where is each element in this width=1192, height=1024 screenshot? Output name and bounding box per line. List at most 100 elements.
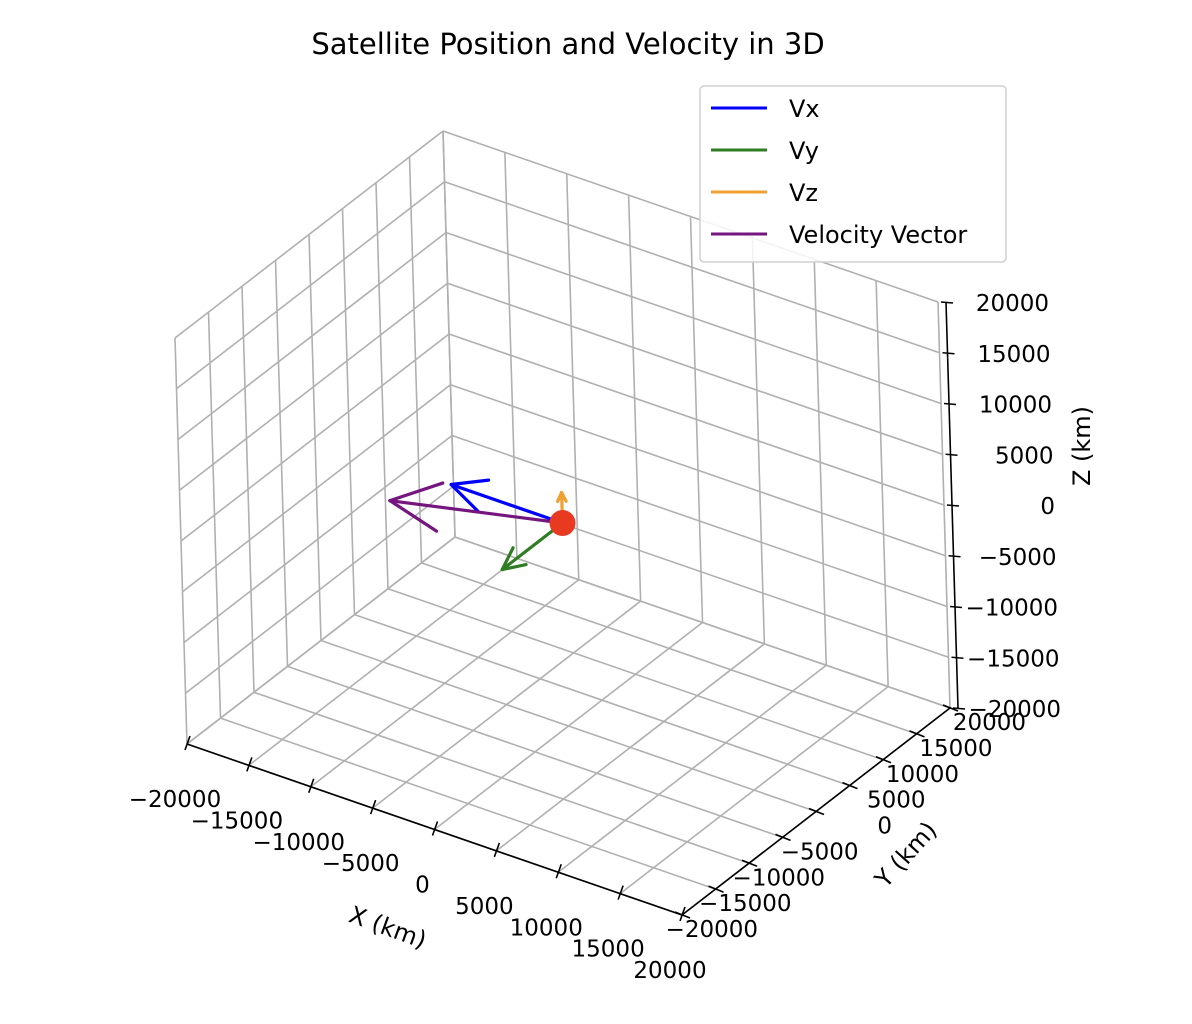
z-tick-label: 15000 (977, 342, 1050, 368)
arrow-vx (449, 478, 565, 525)
y-tick-mark (775, 833, 791, 842)
grid-line (447, 282, 943, 456)
grid-line (444, 180, 940, 354)
y-tick-mark (942, 704, 959, 712)
arrow-head (559, 490, 568, 503)
arrow-head (449, 482, 480, 513)
satellite-marker (549, 510, 576, 536)
x-tick-label: −5000 (322, 851, 400, 877)
grid-line (454, 536, 951, 709)
grid-line (421, 562, 917, 735)
x-tick-mark (555, 863, 563, 879)
x-tick-label: 20000 (633, 958, 706, 984)
z-tick-label: −20000 (969, 697, 1061, 723)
axes: −20000−15000−10000−500005000100001500020… (129, 291, 1061, 984)
legend-label: Vy (789, 137, 819, 165)
grid-line (495, 643, 765, 852)
arrow-head (500, 562, 528, 572)
y-tick-label: 10000 (886, 762, 959, 788)
grid-line (354, 613, 850, 787)
x-tick-mark (431, 821, 439, 836)
legend-label: Velocity Vector (789, 221, 967, 249)
grid-line (813, 259, 828, 666)
grid-line (177, 231, 447, 441)
z-tick-mark (951, 656, 964, 660)
arrow-velocity-vector (388, 481, 565, 533)
arrow-shaft (449, 482, 565, 525)
x-axis-label: X (km) (345, 901, 430, 955)
y-tick-label: −5000 (781, 839, 859, 865)
z-tick-mark (952, 707, 966, 710)
x-tick-label: 0 (415, 873, 430, 899)
x-tick-label: 5000 (455, 894, 514, 920)
arrow-head (388, 499, 439, 533)
y-tick-label: 0 (877, 814, 892, 840)
y-tick-label: −15000 (699, 891, 791, 917)
x-tick-label: 15000 (572, 937, 645, 963)
y-tick-label: −20000 (666, 917, 758, 943)
arrow-shaft (388, 499, 565, 525)
z-axis-label: Z (km) (1068, 406, 1096, 486)
z-tick-label: −10000 (966, 596, 1058, 622)
grid-line (448, 333, 945, 506)
grid-line (408, 156, 423, 563)
x-tick-label: −10000 (253, 830, 345, 856)
y-tick-mark (674, 911, 691, 919)
grid-line (557, 664, 827, 873)
grid-line (320, 639, 817, 813)
grid-line (442, 130, 456, 538)
grid-line (875, 280, 889, 687)
legend-label: Vx (789, 95, 820, 123)
z-tick-label: 20000 (976, 291, 1049, 317)
z-tick-label: 5000 (995, 443, 1054, 469)
x-tick-mark (184, 735, 191, 751)
x-tick-mark (369, 799, 377, 815)
y-tick-mark (741, 859, 758, 867)
z-tick-label: −5000 (979, 545, 1057, 571)
y-tick-label: 15000 (919, 736, 992, 762)
grid-line (387, 587, 884, 761)
y-tick-mark (708, 885, 724, 893)
z-tick-label: 10000 (979, 393, 1052, 419)
y-tick-label: 5000 (867, 788, 926, 814)
grid-line (179, 282, 448, 491)
arrow-head (388, 481, 445, 503)
z-tick-label: 0 (1040, 494, 1055, 520)
grid-line (619, 685, 889, 895)
y-tick-mark (875, 756, 892, 764)
x-tick-label: 10000 (510, 915, 583, 941)
data-marks (388, 478, 576, 572)
y-tick-mark (808, 807, 825, 816)
chart-title: Satellite Position and Velocity in 3D (311, 27, 824, 61)
grid-line (375, 182, 389, 589)
z-tick-mark (945, 453, 958, 457)
y-tick-mark (842, 781, 858, 790)
grid-line (937, 301, 951, 709)
z-tick-mark (943, 402, 957, 406)
legend: Vx Vy Vz Velocity Vector (699, 85, 1007, 263)
grid-line (751, 237, 766, 644)
legend-label: Vz (789, 179, 818, 207)
legend-item-vx: Vx (711, 95, 820, 123)
arrow-head (500, 546, 515, 572)
grid-line (445, 231, 942, 405)
legend-item-velocity-vector: Velocity Vector (711, 221, 967, 249)
legend-item-vz: Vz (711, 179, 818, 207)
z-tick-mark (948, 554, 961, 558)
x-tick-mark (617, 885, 624, 900)
grid-line (180, 333, 450, 542)
legend-item-vy: Vy (711, 137, 819, 165)
x-tick-mark (307, 778, 315, 794)
x-tick-mark (246, 757, 253, 772)
z-tick-mark (946, 504, 960, 507)
grid-line (174, 130, 444, 339)
y-tick-label: 20000 (953, 710, 1026, 736)
grid-line (176, 181, 445, 390)
y-tick-label: −10000 (733, 865, 825, 891)
z-tick-mark (949, 605, 963, 609)
arrow-head (449, 478, 491, 487)
y-tick-mark (909, 730, 925, 738)
x-tick-label: −20000 (129, 787, 221, 813)
x-tick-label: −15000 (191, 808, 283, 834)
